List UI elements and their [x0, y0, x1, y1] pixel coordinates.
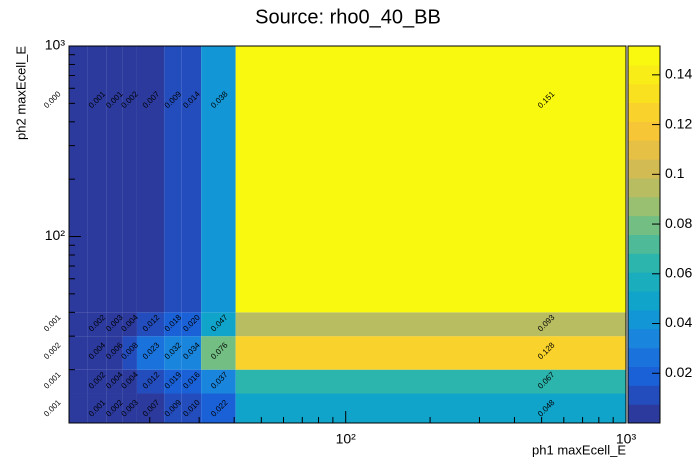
colorbar-band [628, 177, 660, 198]
heatmap-cell [136, 312, 165, 337]
heatmap-cell [106, 393, 123, 423]
colorbar-band [628, 121, 660, 141]
heatmap-cell [201, 393, 236, 423]
heatmap-cell [201, 46, 236, 313]
heatmap-cell [235, 312, 626, 337]
z-tick-label: 0.04 [665, 314, 692, 330]
colorbar-band [628, 64, 660, 85]
heatmap-cell [235, 46, 626, 313]
colorbar-frame [627, 45, 661, 424]
colorbar-band [628, 309, 660, 330]
colorbar-band [628, 215, 660, 235]
heatmap-cell [87, 46, 107, 313]
heatmap-cell [69, 369, 88, 394]
heatmap-cell [235, 336, 626, 370]
heatmap-cell [201, 312, 236, 337]
heatmap-cell [87, 393, 107, 423]
heatmap-cell [201, 369, 236, 394]
colorbar-band [628, 366, 660, 386]
x-tick-label: 10² [336, 431, 357, 447]
z-tick-label: 0.02 [665, 364, 692, 380]
heatmap-cell [136, 336, 165, 370]
heatmap-cell [235, 393, 626, 423]
heatmap-cell [164, 336, 182, 370]
colorbar-band [628, 385, 660, 405]
heatmap-cell [106, 369, 123, 394]
z-tick-label: 0.12 [665, 115, 692, 131]
chart-title: Source: rho0_40_BB [255, 6, 441, 28]
colorbar-band [628, 328, 660, 349]
colorbar-band [628, 102, 660, 122]
x-tick-label: 10³ [616, 431, 637, 447]
colorbar-band [628, 253, 660, 273]
heatmap-cell [87, 336, 107, 370]
x-axis-title: ph1 maxEcell_E [532, 442, 626, 457]
heatmap-cell [235, 369, 626, 394]
heatmap-cell [181, 336, 202, 370]
y-tick-label: 10³ [45, 37, 66, 53]
heatmap-cell [136, 393, 165, 423]
heatmap-cell [136, 46, 165, 313]
z-tick-label: 0.08 [665, 215, 692, 231]
heatmap-cell [181, 393, 202, 423]
heatmap-cell [164, 369, 182, 394]
heatmap-cell [69, 312, 88, 337]
heatmap-cells [69, 46, 626, 423]
heatmap-cell [106, 46, 123, 313]
heatmap-cell [164, 393, 182, 423]
colorbar-band [628, 347, 660, 367]
y-axis-title: ph2 maxEcell_E [13, 46, 28, 140]
colorbar-band [628, 159, 660, 179]
heatmap-cell [181, 46, 202, 313]
colorbar-band [628, 404, 660, 424]
plot-frame [68, 45, 627, 424]
heatmap-cell [106, 336, 123, 370]
colorbar-band [628, 83, 660, 104]
heatmap-cell [122, 312, 137, 337]
colorbar-band [628, 46, 660, 66]
z-tick-label: 0.14 [665, 66, 692, 82]
heatmap-cell [181, 312, 202, 337]
heatmap-cell [69, 46, 88, 313]
heatmap-cell [87, 369, 107, 394]
colorbar-band [628, 272, 660, 292]
y-tick-label: 10² [45, 227, 66, 243]
z-tick-label: 0.1 [665, 165, 685, 181]
z-tick-label: 0.06 [665, 264, 692, 280]
colorbar-band [628, 291, 660, 311]
heatmap-cell [164, 46, 182, 313]
heatmap-cell [136, 369, 165, 394]
heatmap-cell [122, 336, 137, 370]
heatmap-cell [181, 369, 202, 394]
heatmap-cell [87, 312, 107, 337]
heatmap-cell [122, 393, 137, 423]
axes: 10² 10³ 10² 10³ 0.02 0.04 0.06 0.08 0.1 0.12 0.14 [45, 37, 693, 447]
colorbar-band [628, 234, 660, 254]
colorbar-band [628, 196, 660, 217]
heatmap-cell [69, 336, 88, 370]
heatmap-cell [106, 312, 123, 337]
heatmap-cell [122, 369, 137, 394]
heatmap-cell [164, 312, 182, 337]
colorbar-band [628, 140, 660, 160]
heatmap-cell [122, 46, 137, 313]
heatmap-cell [201, 336, 236, 370]
heatmap-cell [69, 393, 88, 423]
